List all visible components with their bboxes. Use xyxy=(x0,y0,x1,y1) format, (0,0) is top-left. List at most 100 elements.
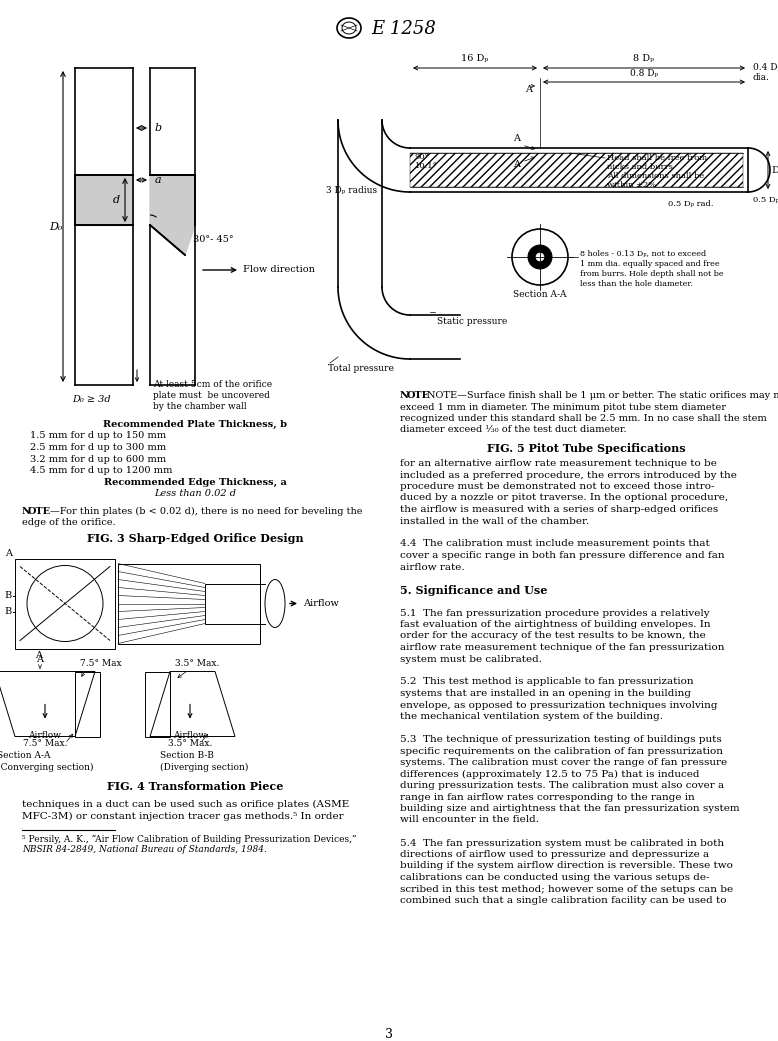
Text: 1.5 mm for d up to 150 mm: 1.5 mm for d up to 150 mm xyxy=(30,432,166,440)
Text: recognized under this standard shall be 2.5 mm. In no case shall the stem: recognized under this standard shall be … xyxy=(400,414,767,423)
Text: Airflow: Airflow xyxy=(173,732,206,740)
Text: Recommended Plate Thickness, b: Recommended Plate Thickness, b xyxy=(103,420,287,429)
Text: dia.: dia. xyxy=(753,73,770,82)
Bar xyxy=(118,563,260,643)
Text: systems that are installed in an opening in the building: systems that are installed in an opening… xyxy=(400,689,691,699)
Bar xyxy=(15,559,115,649)
Text: d: d xyxy=(113,195,120,205)
Circle shape xyxy=(536,253,544,261)
Text: D₀ ≥ 3d: D₀ ≥ 3d xyxy=(72,395,110,404)
Text: duced by a nozzle or pitot traverse. In the optional procedure,: duced by a nozzle or pitot traverse. In … xyxy=(400,493,728,503)
Text: A: A xyxy=(35,652,42,660)
Text: directions of airflow used to pressurize and depressurize a: directions of airflow used to pressurize… xyxy=(400,850,709,859)
Text: FIG. 4 Transformation Piece: FIG. 4 Transformation Piece xyxy=(107,782,283,792)
Text: Recommended Edge Thickness, a: Recommended Edge Thickness, a xyxy=(103,478,286,486)
Bar xyxy=(205,584,260,624)
Polygon shape xyxy=(150,175,195,255)
Text: 5.4  The fan pressurization system must be calibrated in both: 5.4 The fan pressurization system must b… xyxy=(400,838,724,847)
Text: the airflow is measured with a series of sharp-edged orifices: the airflow is measured with a series of… xyxy=(400,505,718,514)
Text: 5.1  The fan pressurization procedure provides a relatively: 5.1 The fan pressurization procedure pro… xyxy=(400,609,710,617)
Text: All dimensions shall be: All dimensions shall be xyxy=(607,172,704,180)
Text: combined such that a single calibration facility can be used to: combined such that a single calibration … xyxy=(400,896,727,905)
Text: B: B xyxy=(5,607,12,616)
Text: 1 mm dia. equally spaced and free: 1 mm dia. equally spaced and free xyxy=(580,260,720,268)
Text: D₀: D₀ xyxy=(49,222,63,231)
Text: specific requirements on the calibration of fan pressurization: specific requirements on the calibration… xyxy=(400,746,723,756)
Text: OTE: OTE xyxy=(28,507,51,515)
Text: 5. Significance and Use: 5. Significance and Use xyxy=(400,585,548,596)
Text: 90°: 90° xyxy=(415,153,429,161)
Text: system must be calibrated.: system must be calibrated. xyxy=(400,655,542,663)
Text: for an alternative airflow rate measurement technique to be: for an alternative airflow rate measurem… xyxy=(400,459,717,468)
Text: Airflow: Airflow xyxy=(29,732,61,740)
Text: A: A xyxy=(5,549,12,558)
Text: during pressurization tests. The calibration must also cover a: during pressurization tests. The calibra… xyxy=(400,781,724,790)
Text: will encounter in the field.: will encounter in the field. xyxy=(400,815,539,824)
Text: exceed 1 mm in diameter. The minimum pitot tube stem diameter: exceed 1 mm in diameter. The minimum pit… xyxy=(400,403,726,411)
Text: from burrs. Hole depth shall not be: from burrs. Hole depth shall not be xyxy=(580,270,724,278)
Text: Static pressure: Static pressure xyxy=(437,318,507,326)
Text: 8 Dₚ: 8 Dₚ xyxy=(633,54,654,64)
Text: Airflow: Airflow xyxy=(303,599,339,608)
Text: 16 Dₚ: 16 Dₚ xyxy=(461,54,489,64)
Text: 30°- 45°: 30°- 45° xyxy=(193,235,233,245)
Text: 7.5° Max.: 7.5° Max. xyxy=(23,739,67,748)
Text: A: A xyxy=(37,655,44,663)
Text: NOTE—Surface finish shall be 1 μm or better. The static orifices may not: NOTE—Surface finish shall be 1 μm or bet… xyxy=(427,391,778,400)
Text: 8 holes - 0.13 Dₚ, not to exceed: 8 holes - 0.13 Dₚ, not to exceed xyxy=(580,250,706,258)
Text: Flow direction: Flow direction xyxy=(243,265,315,275)
Text: fast evaluation of the airtightness of building envelopes. In: fast evaluation of the airtightness of b… xyxy=(400,620,710,629)
Text: less than the hole diameter.: less than the hole diameter. xyxy=(580,280,693,288)
Text: 0.8 Dₚ: 0.8 Dₚ xyxy=(630,69,658,78)
Text: E 1258: E 1258 xyxy=(371,20,436,39)
Text: airflow rate.: airflow rate. xyxy=(400,562,464,572)
Bar xyxy=(145,671,170,736)
Text: cover a specific range in both fan pressure difference and fan: cover a specific range in both fan press… xyxy=(400,551,724,560)
Text: B: B xyxy=(5,591,12,600)
Text: 3: 3 xyxy=(385,1029,393,1041)
Text: included as a preferred procedure, the errors introduced by the: included as a preferred procedure, the e… xyxy=(400,471,737,480)
Text: FIG. 3 Sharp-Edged Orifice Design: FIG. 3 Sharp-Edged Orifice Design xyxy=(86,533,303,544)
Text: plate must  be uncovered: plate must be uncovered xyxy=(153,391,270,400)
Text: envelope, as opposed to pressurization techniques involving: envelope, as opposed to pressurization t… xyxy=(400,701,717,710)
Text: Section B-B: Section B-B xyxy=(160,752,214,761)
Text: building size and airtightness that the fan pressurization system: building size and airtightness that the … xyxy=(400,804,740,813)
Text: systems. The calibration must cover the range of fan pressure: systems. The calibration must cover the … xyxy=(400,758,727,767)
Text: 4.4  The calibration must include measurement points that: 4.4 The calibration must include measure… xyxy=(400,539,710,549)
Text: 3.2 mm for d up to 600 mm: 3.2 mm for d up to 600 mm xyxy=(30,455,166,463)
Text: diameter exceed ⅓₀ of the test duct diameter.: diameter exceed ⅓₀ of the test duct diam… xyxy=(400,426,626,434)
Text: Total pressure: Total pressure xyxy=(328,364,394,373)
Text: a: a xyxy=(155,175,162,185)
Text: 5.2  This test method is applicable to fan pressurization: 5.2 This test method is applicable to fa… xyxy=(400,678,694,686)
Text: 2.5 mm for d up to 300 mm: 2.5 mm for d up to 300 mm xyxy=(30,443,166,452)
Text: N: N xyxy=(400,391,409,400)
Text: range in fan airflow rates corresponding to the range in: range in fan airflow rates corresponding… xyxy=(400,792,695,802)
Text: building if the system airflow direction is reversible. These two: building if the system airflow direction… xyxy=(400,862,733,870)
Text: Section A-A: Section A-A xyxy=(513,290,566,299)
Text: b: b xyxy=(155,123,162,133)
Bar xyxy=(410,153,743,187)
Text: 10.1°: 10.1° xyxy=(415,162,438,170)
Text: NBSIR 84-2849, National Bureau of Standards, 1984.: NBSIR 84-2849, National Bureau of Standa… xyxy=(22,845,267,854)
Text: (Diverging section): (Diverging section) xyxy=(160,762,248,771)
Text: the mechanical ventilation system of the building.: the mechanical ventilation system of the… xyxy=(400,712,663,721)
Text: OTE: OTE xyxy=(407,391,430,400)
Circle shape xyxy=(512,229,568,285)
Text: by the chamber wall: by the chamber wall xyxy=(153,402,247,411)
Text: Section A-A: Section A-A xyxy=(0,752,51,761)
Text: installed in the wall of the chamber.: installed in the wall of the chamber. xyxy=(400,516,589,526)
Text: order for the accuracy of the test results to be known, the: order for the accuracy of the test resul… xyxy=(400,632,706,640)
Text: (Converging section): (Converging section) xyxy=(0,762,93,771)
Circle shape xyxy=(528,245,552,269)
Text: Less than 0.02 d: Less than 0.02 d xyxy=(154,489,236,498)
Bar xyxy=(75,671,100,736)
Text: within ±2%: within ±2% xyxy=(607,181,657,189)
Text: 4.5 mm for d up to 1200 mm: 4.5 mm for d up to 1200 mm xyxy=(30,466,173,475)
Text: techniques in a duct can be used such as orifice plates (ASME: techniques in a duct can be used such as… xyxy=(22,799,349,809)
Text: Head shall be free from: Head shall be free from xyxy=(607,154,707,162)
Text: MFC-3M) or constant injection tracer gas methods.⁵ In order: MFC-3M) or constant injection tracer gas… xyxy=(22,812,344,820)
Text: edge of the orifice.: edge of the orifice. xyxy=(22,518,116,527)
Text: 0.5 Dₚ rad.: 0.5 Dₚ rad. xyxy=(753,196,778,204)
Text: FIG. 5 Pitot Tube Specifications: FIG. 5 Pitot Tube Specifications xyxy=(487,443,686,454)
Text: 5.3  The technique of pressurization testing of buildings puts: 5.3 The technique of pressurization test… xyxy=(400,735,722,744)
